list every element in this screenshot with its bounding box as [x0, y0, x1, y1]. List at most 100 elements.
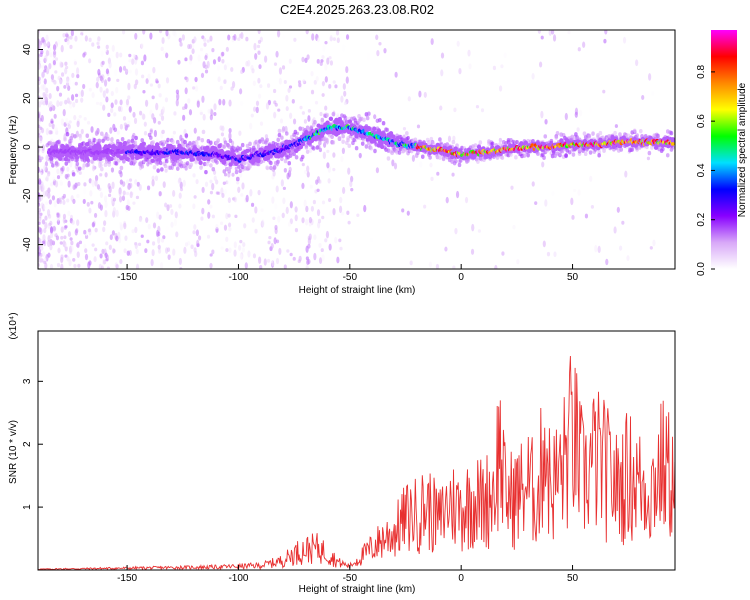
spectrogram-cell — [91, 164, 96, 172]
spectrogram-cell — [176, 92, 180, 101]
spectrogram-cell — [402, 138, 407, 143]
spectrogram-cell — [280, 156, 284, 162]
spectrogram-cell — [243, 223, 247, 229]
spectrogram-cell — [172, 130, 176, 135]
spectrogram-cell — [72, 198, 76, 204]
spectrogram-cell — [69, 237, 73, 241]
spectrogram-cell — [626, 255, 630, 262]
spectrogram-cell — [108, 244, 112, 251]
spectrogram-cell — [48, 199, 52, 205]
spectrogram-cell — [199, 165, 203, 170]
spectrogram-cell — [46, 67, 50, 72]
spectrogram-cell — [96, 45, 101, 49]
spectrogram-cell — [196, 243, 200, 248]
spectrogram-cell — [304, 57, 308, 64]
spectrogram-cell — [300, 154, 305, 160]
spectrogram-cell — [454, 227, 458, 235]
spectrogram-cell — [118, 169, 122, 175]
spectrogram-cell — [302, 79, 306, 84]
spectrogram-cell — [308, 233, 312, 241]
spectrogram-cell — [467, 49, 471, 57]
spectrogram-cell — [145, 217, 149, 224]
spectrogram-cell — [381, 121, 386, 126]
spectrogram-cell — [107, 182, 111, 190]
spectrogram-cell — [264, 55, 268, 63]
spectrogram-cell — [328, 84, 332, 89]
spectrogram-cell — [310, 205, 314, 212]
spectrogram-cell — [105, 258, 109, 262]
spectrogram-cell — [105, 68, 110, 75]
spectrogram-cell — [540, 110, 544, 119]
spectrogram-cell — [151, 175, 155, 181]
spectrogram-cell — [77, 182, 81, 186]
spectrogram-cell — [173, 218, 178, 227]
spectrogram-cell — [269, 257, 274, 264]
spectrogram-cell — [75, 161, 80, 167]
spectrogram-cell — [364, 144, 369, 149]
spectrogram-cell — [571, 152, 576, 157]
spectrogram-cell — [104, 200, 108, 209]
spectrogram-cell — [179, 181, 183, 189]
spectrogram-cell — [670, 139, 675, 144]
spectrogram-cell — [128, 53, 132, 58]
spectrogram-cell — [285, 206, 289, 215]
spectrogram-cell — [234, 169, 239, 175]
spectrogram-cell — [455, 190, 460, 199]
spectrogram-cell — [665, 135, 670, 141]
spectrogram-cell — [52, 50, 57, 56]
spectrogram-cell — [305, 205, 309, 213]
spectrogram-cell — [100, 77, 104, 84]
spectrogram-cell — [44, 55, 48, 63]
spectrogram-cell — [239, 171, 243, 178]
spectrogram-cell — [77, 166, 82, 171]
spectrogram-cell — [156, 168, 160, 173]
spectrogram-cell — [555, 131, 560, 136]
spectrogram-cell — [154, 142, 160, 147]
spectrogram-cell — [57, 247, 61, 254]
spectrogram-cell — [100, 265, 104, 269]
spectrogram-cell — [64, 61, 68, 66]
spectrogram-cell — [178, 192, 182, 199]
spectrogram-cell — [82, 83, 86, 89]
spectrogram-cell — [42, 191, 46, 198]
spectrogram-cell — [111, 230, 116, 236]
spectrogram-cell — [203, 37, 207, 42]
spectrogram-cell — [316, 209, 321, 217]
spectrogram-cell — [89, 190, 93, 197]
spectrogram-cell — [104, 252, 108, 259]
spectrogram-cell — [456, 40, 460, 47]
spectrogram-cell — [656, 135, 660, 140]
spectrogram-cell — [397, 150, 402, 155]
spectrogram-cell — [135, 248, 139, 255]
spectrogram-cell — [321, 93, 325, 97]
spectrogram-cell — [49, 106, 53, 112]
spectrogram-cell — [268, 236, 272, 240]
spectrogram-cell — [126, 199, 130, 207]
spectrogram-cell — [140, 42, 144, 49]
spectrogram-cell — [406, 210, 410, 216]
spectrogram-cell — [253, 42, 257, 51]
spectrogram-cell — [308, 216, 313, 224]
spectrogram-cell — [647, 150, 652, 156]
spectrogram-cell — [162, 50, 167, 55]
spectrogram-cell — [478, 140, 483, 145]
spectrogram-cell — [127, 95, 131, 100]
spectrogram-cell — [239, 88, 243, 95]
spectrogram-cell — [193, 127, 197, 134]
spectrogram-cell — [145, 78, 149, 84]
spectrogram-cell — [153, 117, 157, 124]
spectrogram-cell — [275, 257, 280, 265]
spectrogram-cell — [257, 50, 261, 55]
spectrogram-cell — [230, 67, 234, 72]
spectrogram-cell — [577, 189, 581, 196]
spectrogram-cell — [471, 223, 475, 232]
spectrogram-cell — [192, 203, 196, 210]
spectrogram-cell — [74, 98, 79, 104]
spectrogram-x-label: Height of straight line (km) — [299, 285, 416, 296]
spectrogram-cell — [41, 184, 45, 192]
spectrogram-cell — [231, 172, 235, 177]
spectrogram-cell — [219, 221, 224, 226]
spectrogram-cell — [152, 165, 157, 170]
spectrogram-cell — [227, 213, 231, 218]
spectrogram-cell — [324, 105, 328, 111]
